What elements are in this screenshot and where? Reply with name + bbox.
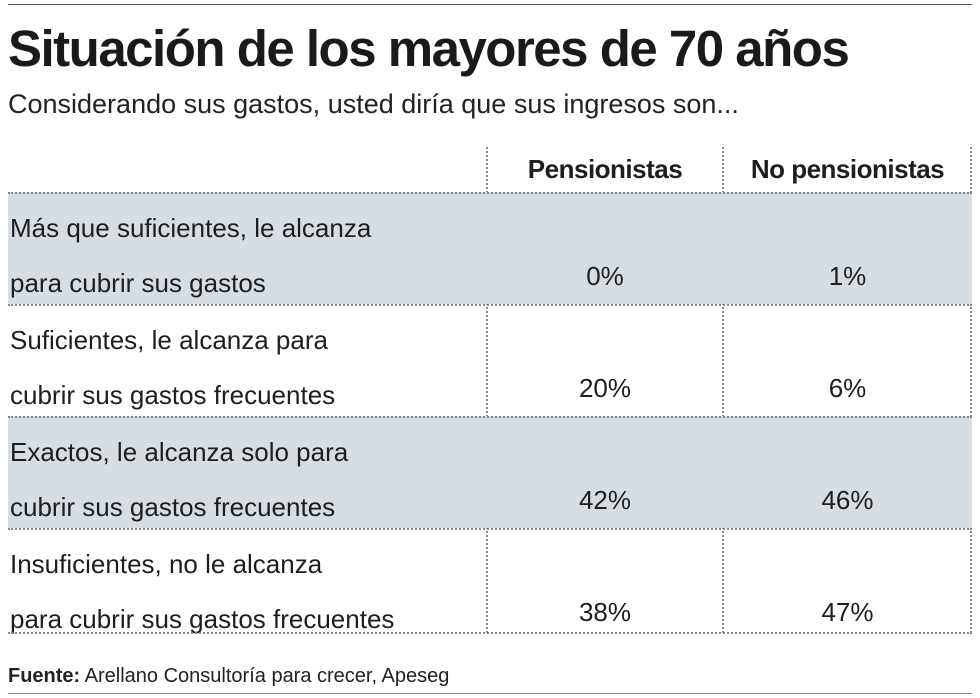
row-label-line: Insuficientes, no le alcanza xyxy=(10,549,323,579)
table-row: Insuficientes, no le alcanza para cubrir… xyxy=(8,528,972,640)
bottom-rule xyxy=(8,693,972,694)
table-row: Exactos, le alcanza solo para cubrir sus… xyxy=(8,416,972,528)
cell-no-pensionistas: 47% xyxy=(821,597,874,627)
column-header-pensionistas: Pensionistas xyxy=(527,154,683,184)
column-header-no-pensionistas: No pensionistas xyxy=(750,154,945,184)
row-label: Más que suficientes, le alcanza para cub… xyxy=(10,201,480,311)
source-text: Arellano Consultoría para crecer, Apeseg xyxy=(84,665,450,687)
row-label-line: Suficientes, le alcanza para xyxy=(10,325,328,355)
column-divider-1 xyxy=(486,147,488,633)
table-header: Pensionistas No pensionistas xyxy=(8,147,972,192)
chart-title: Situación de los mayores de 70 años xyxy=(8,20,850,77)
cell-no-pensionistas: 46% xyxy=(821,485,874,515)
row-label-line: Exactos, le alcanza solo para xyxy=(10,437,349,467)
data-table: Pensionistas No pensionistas Más que suf… xyxy=(8,147,972,640)
source-label: Fuente: xyxy=(8,665,81,687)
cell-pensionistas: 38% xyxy=(578,597,632,627)
cell-pensionistas: 20% xyxy=(578,373,632,403)
cell-pensionistas: 0% xyxy=(586,261,624,291)
row-label-line: para cubrir sus gastos frecuentes xyxy=(10,604,395,634)
cell-pensionistas: 42% xyxy=(578,485,632,515)
row-label: Exactos, le alcanza solo para cubrir sus… xyxy=(10,425,480,535)
cell-no-pensionistas: 6% xyxy=(828,373,867,403)
chart-subtitle: Considerando sus gastos, usted diría que… xyxy=(8,89,739,119)
row-label: Insuficientes, no le alcanza para cubrir… xyxy=(10,537,480,647)
source-footer: Fuente: Arellano Consultoría para crecer… xyxy=(8,662,449,690)
row-label-line: para cubrir sus gastos xyxy=(10,268,266,298)
row-label-line: Más que suficientes, le alcanza xyxy=(10,213,372,243)
row-label: Suficientes, le alcanza para cubrir sus … xyxy=(10,313,480,423)
row-label-line: cubrir sus gastos frecuentes xyxy=(10,492,336,522)
table-bottom-rule xyxy=(8,632,972,634)
top-rule xyxy=(8,4,972,5)
column-divider-3 xyxy=(970,147,972,633)
table-row: Suficientes, le alcanza para cubrir sus … xyxy=(8,304,972,416)
column-divider-2 xyxy=(722,147,724,633)
row-label-line: cubrir sus gastos frecuentes xyxy=(10,380,336,410)
cell-no-pensionistas: 1% xyxy=(828,261,867,291)
table-row: Más que suficientes, le alcanza para cub… xyxy=(8,192,972,304)
